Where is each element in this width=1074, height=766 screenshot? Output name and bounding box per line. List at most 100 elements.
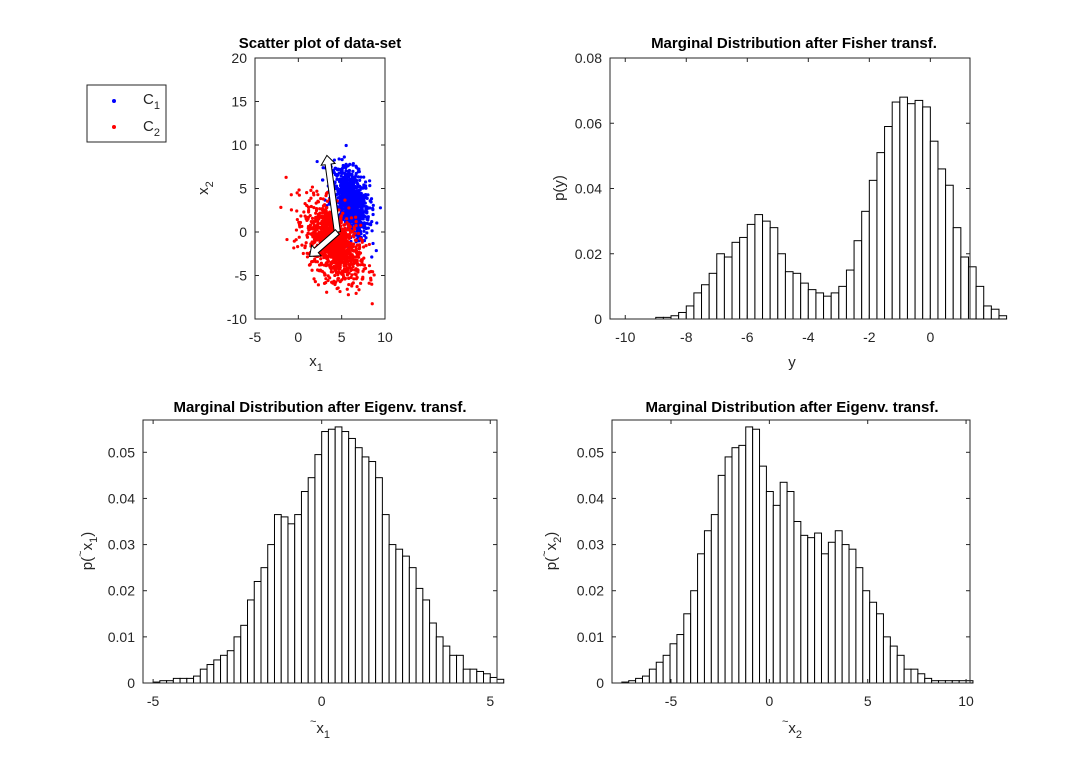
scatter-point-c2 [326, 263, 330, 267]
scatter-point-c1 [369, 200, 373, 204]
histogram-bar [186, 677, 195, 684]
scatter-point-c2 [356, 231, 361, 236]
scatter-point-c1 [367, 222, 371, 226]
histogram-bar [752, 428, 761, 684]
histogram-bar [745, 426, 754, 684]
scatter-point-c1 [360, 206, 364, 211]
histogram-bar [891, 101, 901, 320]
histogram-bar [845, 269, 855, 320]
scatter-point-c2 [320, 269, 324, 273]
legend: C1 C2 [86, 84, 167, 143]
scatter-point-c2 [347, 276, 351, 280]
scatter-point-c2 [309, 188, 313, 192]
histogram-bar [710, 514, 719, 684]
histogram-bar [882, 636, 891, 684]
histogram-bar [496, 678, 505, 684]
scatter-point-c2 [316, 219, 320, 223]
scatter-point-c2 [353, 231, 357, 235]
histogram-bar [641, 675, 650, 684]
scatter-point-c1 [362, 226, 366, 230]
scatter-point-c2 [340, 256, 345, 260]
scatter-point-c1 [371, 208, 375, 212]
histogram-bar [697, 553, 705, 684]
eigen-x2-histogram-ylabel: p(~x2) [539, 532, 564, 570]
eigenvector-arrow [320, 154, 341, 233]
scatter-point-c1 [361, 215, 365, 219]
histogram-bar [876, 613, 884, 684]
scatter-point-c1 [340, 187, 344, 191]
y-tick-label: 0.05 [108, 444, 135, 460]
scatter-point-c1 [355, 181, 359, 185]
scatter-point-c2 [371, 270, 375, 274]
scatter-point-c1 [333, 180, 337, 184]
scatter-point-c2 [323, 250, 328, 254]
scatter-point-c2 [300, 230, 304, 234]
histogram-bar [655, 661, 664, 684]
legend-box [86, 84, 167, 143]
scatter-point-c1 [340, 201, 344, 206]
fisher-histogram-title: Marginal Distribution after Fisher trans… [651, 35, 937, 52]
scatter-point-c2 [367, 264, 372, 268]
scatter-point-c2 [335, 270, 339, 275]
scatter-point-c1 [370, 220, 374, 224]
eigen-x2-histogram-frame [611, 419, 971, 684]
histogram-bar [827, 541, 836, 684]
histogram-bar [975, 285, 985, 320]
scatter-point-c1 [362, 234, 367, 238]
scatter-point-c2 [339, 219, 343, 224]
histogram-bar [765, 491, 774, 684]
histogram-bar [807, 289, 817, 320]
scatter-point-c1 [335, 177, 339, 181]
histogram-bar [807, 537, 816, 684]
histogram-bar [213, 659, 222, 684]
scatter-point-c2 [343, 235, 348, 239]
scatter-point-c2 [359, 223, 363, 227]
histogram-bar [685, 305, 695, 320]
scatter-point-c2 [347, 271, 351, 275]
histogram-bar [861, 210, 870, 320]
y-tick-label: 0 [594, 311, 602, 327]
scatter-point-c1 [336, 189, 340, 193]
eigen-x1-histogram-ylabel: p(~x1) [75, 532, 100, 570]
scatter-point-c2 [355, 284, 359, 289]
scatter-point-c1 [352, 180, 356, 184]
scatter-point-c2 [312, 277, 316, 281]
scatter-point-c2 [324, 277, 328, 281]
scatter-point-c2 [305, 255, 310, 259]
scatter-point-c2 [330, 266, 334, 270]
scatter-point-c1 [344, 202, 349, 207]
histogram-bar [703, 530, 712, 684]
fisher-histogram-ticks: -10 -8 -6 -4 -2 0 0 0.02 0.04 0.06 0.08 [575, 50, 970, 345]
scatter-point-c2 [345, 217, 349, 221]
scatter-point-c2 [316, 283, 320, 287]
histogram-bar [960, 256, 969, 320]
scatter-point-c2 [322, 281, 327, 285]
scatter-point-c2 [340, 269, 345, 273]
histogram-bar [226, 650, 235, 684]
fisher-histogram-xlabel: y [788, 354, 796, 371]
histogram-bar [779, 481, 788, 684]
scatter-point-c1 [337, 201, 341, 205]
scatter-point-c2 [310, 185, 315, 189]
scatter-point-c2 [305, 218, 309, 222]
scatter-point-c1 [354, 174, 358, 178]
scatter-point-c1 [370, 255, 374, 259]
scatter-point-c2 [326, 213, 330, 217]
scatter-point-c2 [310, 268, 314, 272]
scatter-point-c2 [337, 208, 341, 212]
scatter-point-c2 [313, 240, 317, 244]
scatter-point-c2 [328, 225, 332, 230]
eigen-x1-histogram-axes: Marginal Distribution after Eigenv. tran… [75, 399, 505, 741]
histogram-bar [724, 456, 733, 684]
scatter-point-c2 [345, 243, 350, 247]
scatter-point-c1 [363, 201, 367, 205]
scatter-point-c2 [313, 257, 317, 261]
scatter-point-c1 [347, 181, 351, 185]
scatter-point-c1 [342, 155, 346, 159]
y-tick-label: 0.02 [108, 583, 135, 599]
histogram-bar [449, 654, 458, 684]
legend-marker-c2 [112, 125, 116, 129]
scatter-point-c2 [313, 229, 317, 233]
y-tick-label: 0 [239, 224, 247, 240]
